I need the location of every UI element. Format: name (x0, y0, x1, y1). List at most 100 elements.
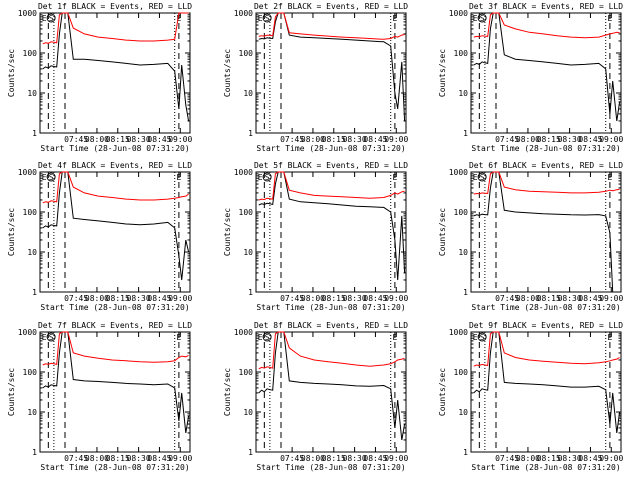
x-tick-label: 08:00 (301, 135, 325, 144)
x-tick-label: 08:30 (558, 135, 582, 144)
x-tick-label: 07:45 (280, 294, 304, 303)
panel-title: Det 7f BLACK = Events, RED = LLD (38, 321, 192, 330)
x-tick-label: 08:45 (578, 294, 602, 303)
marker-label: E (473, 14, 478, 23)
y-tick-label: 10 (243, 248, 253, 257)
series-line-lld (258, 331, 405, 370)
panel-4: Det 4f BLACK = Events, RED = LLD 1 10 100 10… (7, 161, 192, 312)
x-axis-label: Start Time (28-Jun-08 07:31:20) (40, 303, 189, 312)
panel-8: Det 8f BLACK = Events, RED = LLD 1 10 100 10… (223, 321, 408, 472)
x-tick-label: 08:45 (147, 454, 171, 463)
y-tick-label: 100 (23, 49, 38, 58)
y-tick-label: 1 (32, 129, 37, 138)
x-axis-label: Start Time (28-Jun-08 07:31:20) (471, 144, 620, 153)
y-axis-label: Counts/sec (7, 49, 16, 97)
y-tick-label: 1 (32, 448, 37, 457)
panel-1: Det 1f BLACK = Events, RED = LLD 1 10 100 10… (7, 2, 192, 153)
y-tick-label: 1000 (234, 328, 253, 337)
marker-label: S (480, 173, 485, 182)
x-tick-label: 08:45 (363, 454, 387, 463)
x-tick-label: 07:45 (64, 294, 88, 303)
y-tick-label: 100 (454, 368, 469, 377)
x-tick-label: 09:00 (168, 454, 192, 463)
x-tick-label: 08:00 (85, 454, 109, 463)
panel-title: Det 2f BLACK = Events, RED = LLD (254, 2, 408, 11)
x-tick-label: 08:15 (322, 454, 346, 463)
x-tick-label: 08:15 (537, 454, 561, 463)
series-line-events (473, 331, 621, 433)
y-tick-label: 10 (458, 89, 468, 98)
x-tick-label: 08:00 (516, 294, 540, 303)
y-axis-label: Counts/sec (223, 208, 232, 256)
x-tick-label: 08:15 (106, 135, 130, 144)
x-tick-label: 08:30 (558, 454, 582, 463)
panel-title: Det 1f BLACK = Events, RED = LLD (38, 2, 192, 11)
marker-label: S (480, 14, 485, 23)
x-tick-label: 09:00 (168, 135, 192, 144)
x-tick-label: 07:45 (64, 454, 88, 463)
x-tick-label: 08:15 (106, 454, 130, 463)
y-tick-label: 10 (458, 408, 468, 417)
x-tick-label: 09:00 (384, 135, 408, 144)
marker-label: S (49, 173, 54, 182)
y-tick-label: 10 (243, 89, 253, 98)
series-line-lld (42, 171, 189, 204)
y-tick-label: 1000 (449, 9, 468, 18)
panel-6: Det 6f BLACK = Events, RED = LLD 1 10 100 10… (438, 161, 623, 312)
y-tick-label: 1000 (18, 328, 37, 337)
y-tick-label: 1000 (449, 328, 468, 337)
y-tick-label: 1000 (18, 9, 37, 18)
series-line-lld (473, 331, 620, 367)
panel-7: Det 7f BLACK = Events, RED = LLD 1 10 100 10… (7, 321, 192, 472)
x-axis-label: Start Time (28-Jun-08 07:31:20) (471, 463, 620, 472)
y-tick-label: 1 (463, 448, 468, 457)
plot-frame (470, 12, 622, 134)
marker-label: E (473, 333, 478, 342)
series-line-lld (473, 171, 620, 195)
y-tick-label: 100 (239, 208, 254, 217)
y-tick-label: 1000 (18, 168, 37, 177)
marker-label: E (473, 173, 478, 182)
x-tick-label: 07:45 (495, 135, 519, 144)
x-tick-label: 09:00 (384, 454, 408, 463)
panel-title: Det 5f BLACK = Events, RED = LLD (254, 161, 408, 170)
marker-circle (477, 332, 487, 342)
y-tick-label: 1 (248, 288, 253, 297)
marker-label: E (42, 14, 47, 23)
x-tick-label: 08:30 (343, 135, 367, 144)
series-line-events (473, 12, 621, 122)
marker-label: E (607, 14, 612, 23)
y-axis-label: Counts/sec (223, 49, 232, 97)
marker-label: E (258, 173, 263, 182)
x-tick-label: 07:45 (64, 135, 88, 144)
marker-circle (262, 172, 272, 182)
x-tick-label: 08:15 (322, 135, 346, 144)
x-tick-label: 09:00 (384, 294, 408, 303)
y-axis-label: Counts/sec (438, 49, 447, 97)
plot-frame (39, 171, 191, 293)
marker-label: S (265, 333, 270, 342)
series-line-events (42, 171, 190, 281)
y-tick-label: 10 (27, 408, 37, 417)
y-tick-label: 100 (23, 208, 38, 217)
x-tick-label: 08:00 (85, 294, 109, 303)
x-tick-label: 08:45 (578, 135, 602, 144)
marker-label: E (392, 14, 397, 23)
y-tick-label: 1 (32, 288, 37, 297)
marker-label: E (392, 333, 397, 342)
panel-title: Det 4f BLACK = Events, RED = LLD (38, 161, 192, 170)
marker-label: S (265, 173, 270, 182)
series-line-lld (473, 12, 620, 39)
x-tick-label: 08:15 (322, 294, 346, 303)
x-tick-label: 08:30 (343, 294, 367, 303)
marker-label: E (176, 333, 181, 342)
y-tick-label: 100 (239, 368, 254, 377)
x-tick-label: 08:30 (127, 454, 151, 463)
marker-label: E (607, 173, 612, 182)
panel-5: Det 5f BLACK = Events, RED = LLD 1 10 100 10… (223, 161, 408, 312)
y-tick-label: 1 (248, 448, 253, 457)
plot-frame (255, 171, 407, 293)
y-tick-label: 10 (458, 248, 468, 257)
panel-title: Det 6f BLACK = Events, RED = LLD (469, 161, 623, 170)
marker-label: E (42, 173, 47, 182)
